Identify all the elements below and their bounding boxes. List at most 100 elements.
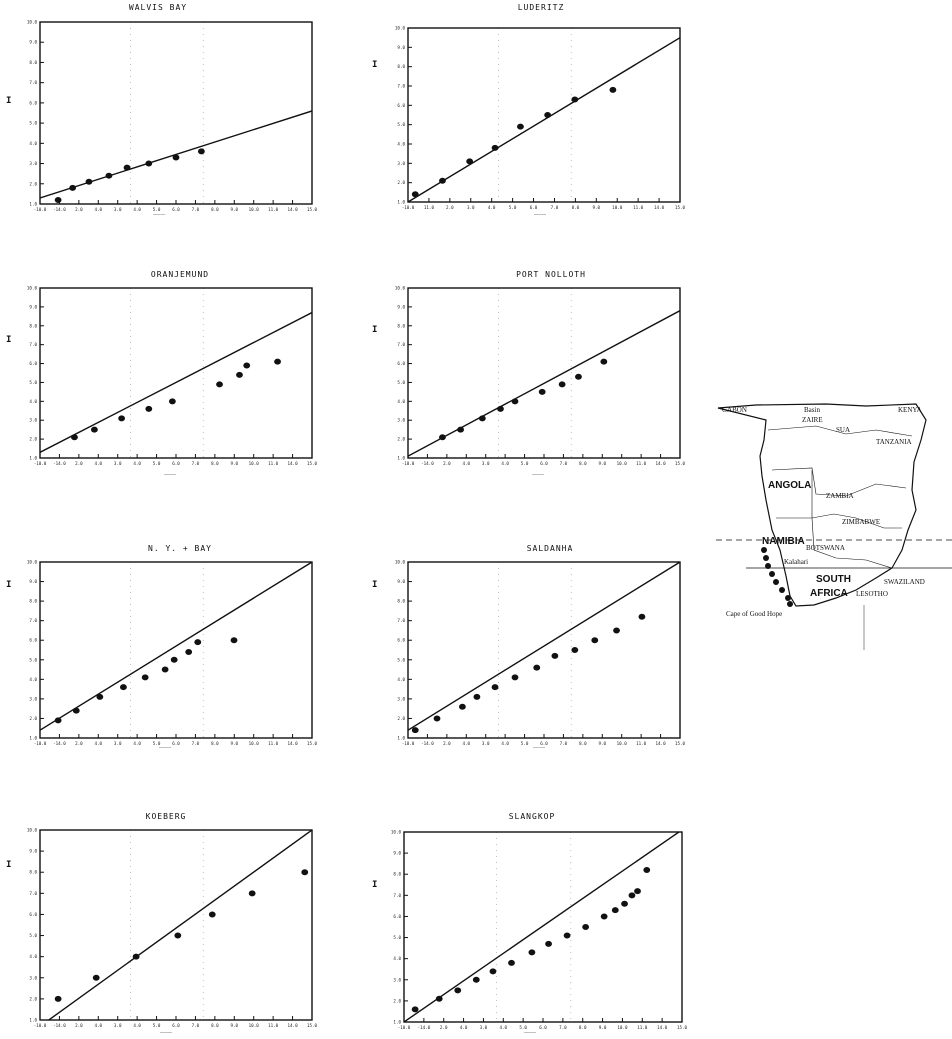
y-tick-label: 7.0: [397, 342, 405, 347]
y-tick-label: 8.0: [29, 323, 37, 328]
y-tick-label: 1.0: [397, 736, 405, 741]
x-tick-label: 4.0: [133, 1023, 141, 1028]
map-label: ZAIRE: [802, 416, 823, 424]
map-label: GABON: [722, 406, 747, 414]
y-tick-label: 1.0: [29, 456, 37, 461]
x-tick-label: 6.0: [172, 1023, 180, 1028]
x-tick-label: 15.0: [307, 1023, 318, 1028]
data-point: [274, 358, 281, 365]
y-tick-label: 2.0: [29, 996, 37, 1001]
y-tick-label: 6.0: [397, 638, 405, 643]
y-tick-label: 6.0: [393, 914, 401, 919]
x-tick-label: 6.0: [172, 461, 180, 466]
x-tick-label: 10.0: [249, 741, 260, 746]
fit-line: [47, 830, 312, 1020]
y-tick-label: 10.0: [391, 830, 402, 835]
fit-line: [40, 311, 312, 453]
x-tick-label: 11.0: [268, 461, 279, 466]
x-tick-label: 3.0: [482, 741, 490, 746]
x-tick-label: -10.0: [34, 207, 47, 212]
data-point: [85, 178, 93, 185]
x-tick-label: 10.0: [617, 741, 628, 746]
x-tick-label: 14.0: [288, 1023, 299, 1028]
y-tick-label: 4.0: [393, 956, 401, 961]
x-tick-label: 6.0: [540, 461, 548, 466]
y-tick-label: 10.0: [27, 560, 38, 565]
x-tick-label: -10.0: [34, 741, 47, 746]
x-tick-label: -14.0: [421, 461, 434, 466]
panel-title: KOEBERG: [145, 812, 187, 821]
x-tick-label: -14.0: [53, 1023, 66, 1028]
data-point: [96, 693, 104, 700]
panel-title: SLANGKOP: [508, 812, 556, 821]
fit-line: [40, 562, 312, 731]
y-tick-label: 8.0: [393, 872, 401, 877]
y-tick-label: 6.0: [397, 361, 405, 366]
data-point: [197, 148, 205, 155]
data-point: [643, 867, 651, 873]
x-axis-label: —————: [533, 212, 547, 217]
x-tick-label: 11.0: [268, 741, 279, 746]
data-point: [120, 684, 127, 691]
y-axis-label: I: [6, 335, 12, 345]
map-label: BOTSWANA: [806, 544, 845, 552]
x-tick-label: 4.0: [488, 205, 496, 210]
x-axis-label: —————: [163, 472, 177, 477]
y-tick-label: 4.0: [29, 399, 37, 404]
x-tick-label: 3.0: [114, 1023, 122, 1028]
map-label: ZAMBIA: [826, 492, 854, 500]
x-tick-label: 5.0: [509, 205, 517, 210]
y-axis-label: I: [6, 96, 12, 106]
x-tick-label: 5.0: [153, 461, 161, 466]
x-tick-label: 3.0: [480, 1025, 488, 1030]
y-tick-label: 3.0: [29, 418, 37, 423]
y-tick-label: 9.0: [397, 304, 405, 309]
x-tick-label: 6.0: [172, 741, 180, 746]
y-tick-label: 7.0: [397, 618, 405, 623]
y-tick-label: 2.0: [29, 716, 37, 721]
x-tick-label: 10.0: [612, 205, 623, 210]
y-tick-label: 3.0: [29, 161, 37, 166]
map-label: AFRICA: [810, 588, 848, 599]
data-point: [71, 434, 78, 441]
y-tick-label: 1.0: [397, 456, 405, 461]
data-point: [174, 932, 182, 939]
x-tick-label: 3.0: [114, 207, 122, 212]
x-tick-label: 10.0: [249, 461, 260, 466]
y-axis-label: I: [372, 325, 378, 335]
y-tick-label: 4.0: [29, 141, 37, 146]
x-tick-label: -10.0: [34, 461, 47, 466]
y-tick-label: 3.0: [393, 977, 401, 982]
x-tick-label: 15.0: [675, 205, 686, 210]
y-tick-label: 7.0: [29, 891, 37, 896]
data-point: [105, 172, 113, 179]
data-point: [433, 715, 441, 722]
x-tick-label: 2.0: [443, 461, 451, 466]
southern-africa-map: GABON Basin ZAIRE KENYA SUA TANZANIA ANG…: [716, 403, 952, 650]
x-tick-label: 7.0: [551, 205, 559, 210]
x-tick-label: 11.0: [633, 205, 644, 210]
x-tick-label: 2.0: [75, 1023, 83, 1028]
y-tick-label: 9.0: [29, 40, 37, 45]
x-tick-label: 4.0: [94, 741, 102, 746]
y-tick-label: 7.0: [29, 618, 37, 623]
data-point: [628, 892, 636, 899]
y-tick-label: 1.0: [29, 202, 37, 207]
data-point: [571, 96, 579, 103]
x-tick-label: 3.0: [114, 741, 122, 746]
y-tick-label: 1.0: [397, 200, 405, 205]
x-axis-label: —————: [523, 1030, 537, 1035]
x-tick-label: 4.0: [94, 1023, 102, 1028]
data-point: [563, 932, 571, 939]
x-tick-label: 11.0: [636, 461, 647, 466]
x-tick-label: 5.0: [521, 461, 529, 466]
data-point: [301, 869, 309, 876]
y-tick-label: 8.0: [397, 323, 405, 328]
x-tick-label: 4.0: [94, 461, 102, 466]
x-tick-label: 8.0: [211, 461, 219, 466]
data-point: [511, 398, 519, 405]
y-tick-label: 10.0: [27, 286, 38, 291]
